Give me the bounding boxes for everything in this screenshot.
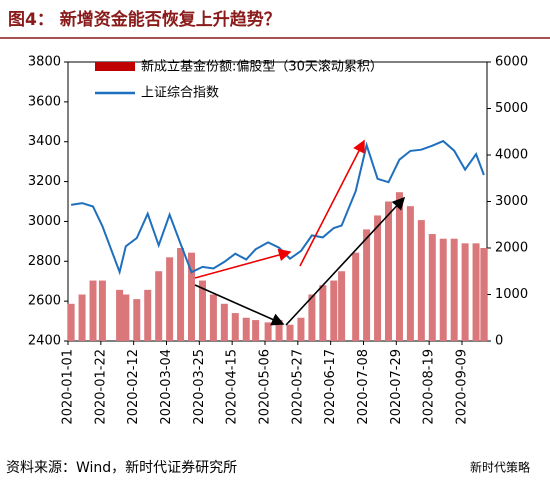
bar [116,289,124,341]
bar [220,303,228,341]
bar [252,320,260,341]
bar [242,317,250,341]
bar [395,192,403,341]
watermark: 新时代策略 [470,460,530,475]
bar [133,299,141,341]
bar [472,243,480,341]
x-tick-label: 2020-01-22 [93,349,108,425]
bar [122,294,130,341]
bar [385,201,393,341]
x-tick-label: 2020-08-19 [422,349,437,425]
bar [352,252,360,341]
bar [144,289,152,341]
x-tick-label: 2020-03-25 [192,349,207,425]
bar [264,322,272,341]
bar [450,238,458,341]
arrow [299,139,365,267]
bar [319,285,327,341]
legend: 新成立基金份额:偏股型（30天滚动累积） 上证综合指数 [95,59,383,101]
bar [338,271,346,341]
x-tick-label: 2020-03-04 [159,349,174,425]
bar [67,303,75,341]
arrow [285,196,406,326]
bar [406,206,414,341]
bar [461,243,469,341]
bar [78,294,86,341]
x-tick-label: 2020-05-27 [290,349,305,425]
bar [275,320,283,341]
bar [89,280,97,341]
x-tick-label: 2020-04-15 [225,349,240,425]
y-tick-label: 3400 [28,134,61,149]
bar [439,238,447,341]
annotation-arrows [194,139,406,326]
bar [417,220,425,341]
x-tick-label: 2020-01-01 [61,349,76,425]
legend-label: 上证综合指数 [141,86,219,101]
bar [286,324,294,341]
arrow [194,284,285,326]
x-tick-label: 2020-05-06 [257,349,272,425]
y-tick-label: 2600 [28,294,61,309]
bar [198,280,206,341]
bar [166,257,174,341]
y-tick-label: 3200 [28,174,61,189]
bar [330,280,338,341]
bar [188,252,196,341]
bar [480,248,488,341]
x-tick-label: 2020-09-09 [454,349,469,425]
bar [177,248,185,341]
arrow [194,248,292,279]
bar [209,294,217,341]
x-tick-label: 2020-07-29 [389,349,404,425]
y-tick-label: 3800 [28,55,61,70]
bar [98,280,106,341]
y2-tick-label: 0 [495,334,503,349]
y2-tick-label: 6000 [495,55,528,70]
legend-label: 新成立基金份额:偏股型（30天滚动累积） [141,59,383,75]
bar [363,229,371,341]
y-tick-label: 3000 [28,214,61,229]
x-tick-label: 2020-07-08 [356,349,371,425]
bar [308,294,316,341]
bar [155,271,163,341]
bar [297,317,305,341]
y2-tick-label: 4000 [495,148,528,163]
source-note: 资料来源：Wind，新时代证券研究所 [6,460,237,476]
legend-swatch [95,62,135,71]
y-tick-label: 2800 [28,254,61,269]
bar [374,215,382,341]
marks: 2400 2600 2800 3000 3200 3400 3600 3800 0 1000 200… [28,55,528,425]
y-tick-label: 3600 [28,94,61,109]
y2-tick-label: 3000 [495,194,528,209]
y2-tick-label: 2000 [495,241,528,256]
y-tick-label: 2400 [28,334,61,349]
x-tick-label: 2020-06-17 [323,349,338,425]
line [70,139,485,276]
y2-tick-label: 5000 [495,101,528,116]
x-tick-label: 2020-02-12 [126,349,141,425]
chart-title: 图4： 新增资金能否恢复上升趋势？ [8,9,281,30]
y2-tick-label: 1000 [495,287,528,302]
bar [428,234,436,341]
bar [231,313,239,341]
